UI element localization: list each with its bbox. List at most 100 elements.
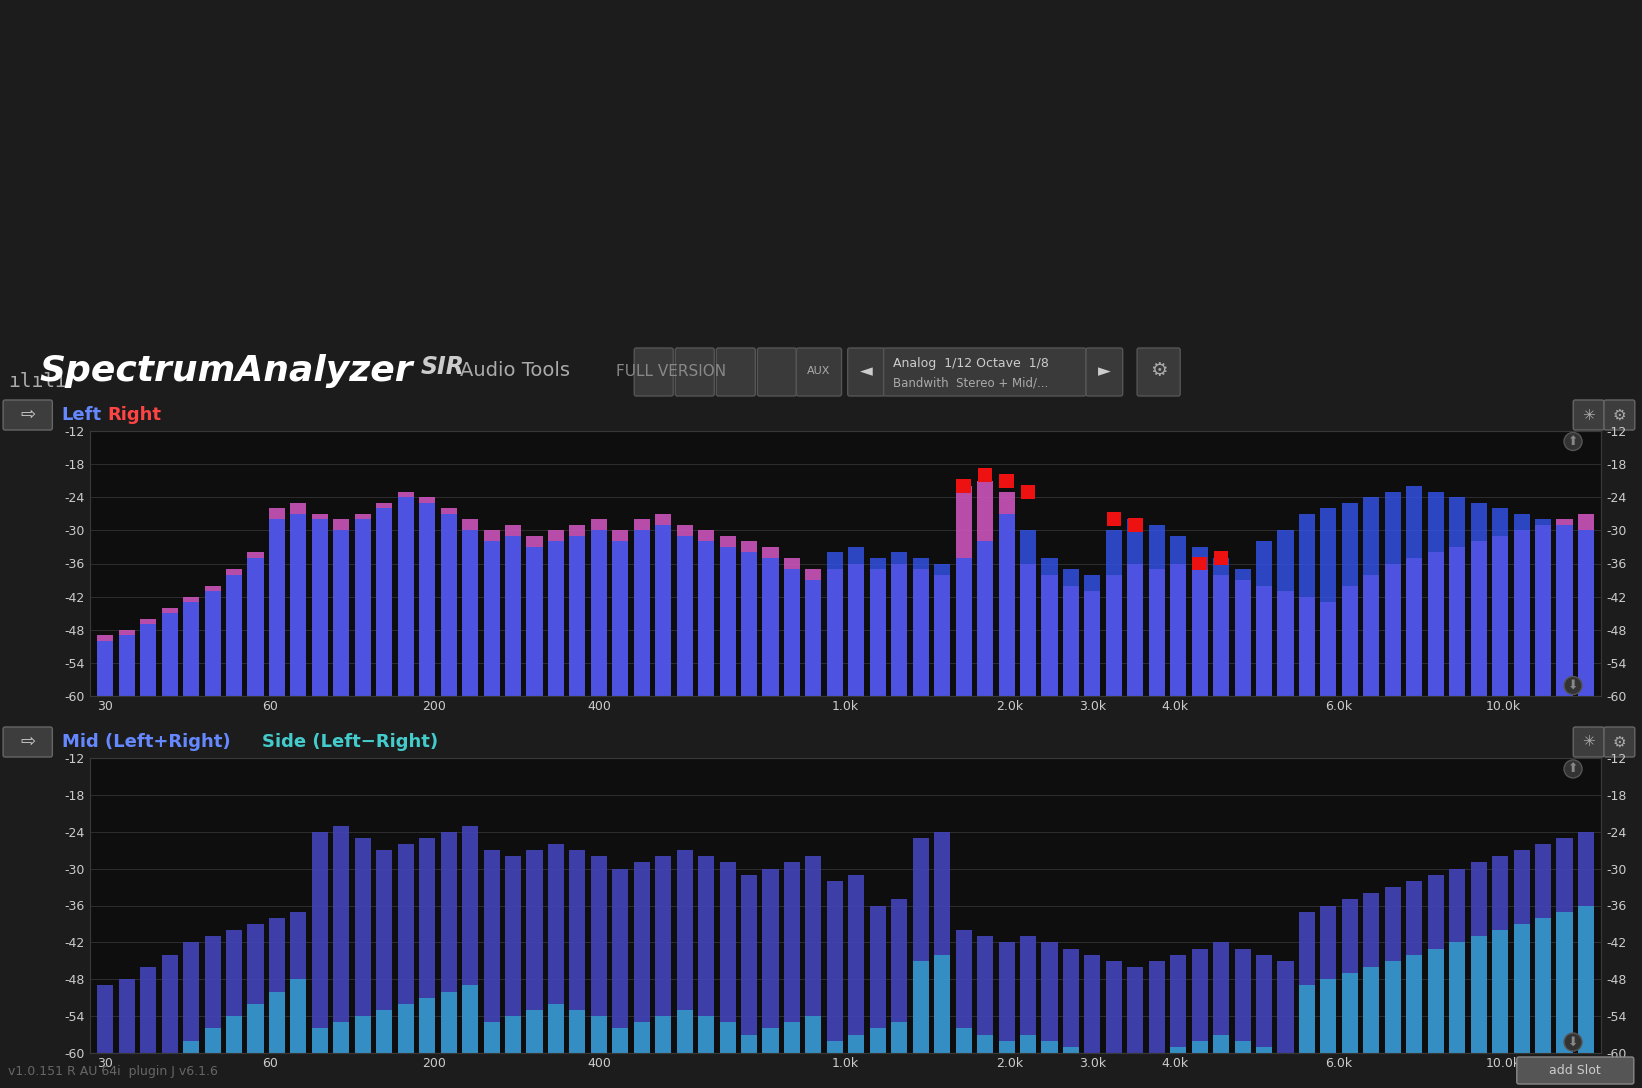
Bar (1107, 512, 1121, 527)
Bar (1020, 1035, 1036, 1053)
Bar (548, 542, 563, 696)
Bar (1342, 900, 1358, 1053)
Bar (828, 881, 842, 1053)
FancyBboxPatch shape (1604, 400, 1635, 430)
Bar (741, 553, 757, 696)
Bar (1192, 547, 1209, 696)
Bar (118, 979, 135, 1053)
Bar (97, 635, 113, 696)
Bar (570, 850, 586, 1053)
Bar (1041, 574, 1057, 696)
Bar (1471, 937, 1486, 1053)
Text: Analog  1/12 Octave  1/8: Analog 1/12 Octave 1/8 (893, 357, 1049, 370)
Bar (1471, 542, 1486, 696)
Bar (483, 850, 499, 1053)
Text: SIR: SIR (420, 355, 465, 379)
Bar (506, 856, 521, 1053)
Bar (461, 986, 478, 1053)
Bar (118, 635, 135, 696)
Bar (1384, 564, 1401, 696)
Bar (1084, 954, 1100, 1053)
Bar (977, 937, 993, 1053)
Bar (205, 1028, 220, 1053)
FancyBboxPatch shape (3, 400, 53, 430)
Bar (248, 1004, 264, 1053)
Text: ⚙: ⚙ (1149, 361, 1167, 381)
Bar (591, 530, 608, 696)
Text: ✳: ✳ (1583, 408, 1594, 422)
Bar (419, 503, 435, 696)
Bar (870, 905, 887, 1053)
Bar (934, 574, 951, 696)
Bar (977, 542, 993, 696)
Bar (634, 863, 650, 1053)
Bar (248, 553, 264, 696)
Bar (677, 850, 693, 1053)
Bar (805, 856, 821, 1053)
Bar (184, 1041, 199, 1053)
Bar (527, 547, 542, 696)
Bar (1406, 881, 1422, 1053)
Bar (1363, 574, 1379, 696)
Bar (677, 524, 693, 696)
Bar (1084, 574, 1100, 696)
Bar (1213, 552, 1228, 565)
Bar (1020, 530, 1036, 696)
Bar (1149, 961, 1164, 1053)
Bar (1514, 530, 1530, 696)
Bar (291, 514, 307, 696)
Bar (1471, 503, 1486, 696)
Text: ılılı: ılılı (8, 372, 67, 391)
Bar (140, 619, 156, 696)
Text: add Slot: add Slot (1550, 1064, 1601, 1077)
Bar (1299, 986, 1315, 1053)
Bar (483, 1023, 499, 1053)
Bar (227, 930, 241, 1053)
Bar (998, 492, 1015, 696)
Bar (1256, 585, 1273, 696)
Bar (634, 519, 650, 696)
Bar (892, 900, 908, 1053)
Bar (1406, 558, 1422, 696)
Bar (548, 844, 563, 1053)
Text: ⬇: ⬇ (1568, 1036, 1578, 1049)
Bar (184, 942, 199, 1053)
Bar (913, 569, 929, 696)
Bar (998, 514, 1015, 696)
Bar (1535, 918, 1552, 1053)
Bar (161, 608, 177, 696)
Bar (1171, 536, 1186, 696)
Bar (355, 514, 371, 696)
Bar (634, 1023, 650, 1053)
Bar (1213, 942, 1230, 1053)
Bar (1406, 486, 1422, 696)
Bar (892, 564, 908, 696)
Bar (355, 519, 371, 696)
Bar (227, 1016, 241, 1053)
Bar (312, 519, 328, 696)
Bar (1235, 580, 1251, 696)
Bar (1062, 569, 1079, 696)
Bar (934, 954, 951, 1053)
Bar (719, 1023, 736, 1053)
Bar (913, 961, 929, 1053)
Bar (1299, 912, 1315, 1053)
Bar (1514, 924, 1530, 1053)
Bar (1041, 942, 1057, 1053)
Bar (527, 536, 542, 696)
Bar (805, 1016, 821, 1053)
FancyBboxPatch shape (1573, 727, 1604, 757)
Bar (849, 1035, 864, 1053)
Bar (1277, 530, 1294, 696)
Bar (1084, 591, 1100, 696)
Bar (719, 536, 736, 696)
Bar (440, 991, 456, 1053)
Bar (506, 524, 521, 696)
Bar (1213, 574, 1230, 696)
Bar (1041, 1041, 1057, 1053)
Bar (762, 558, 778, 696)
Bar (570, 1010, 586, 1053)
Bar (376, 503, 392, 696)
Bar (1384, 492, 1401, 696)
Bar (1320, 508, 1337, 696)
